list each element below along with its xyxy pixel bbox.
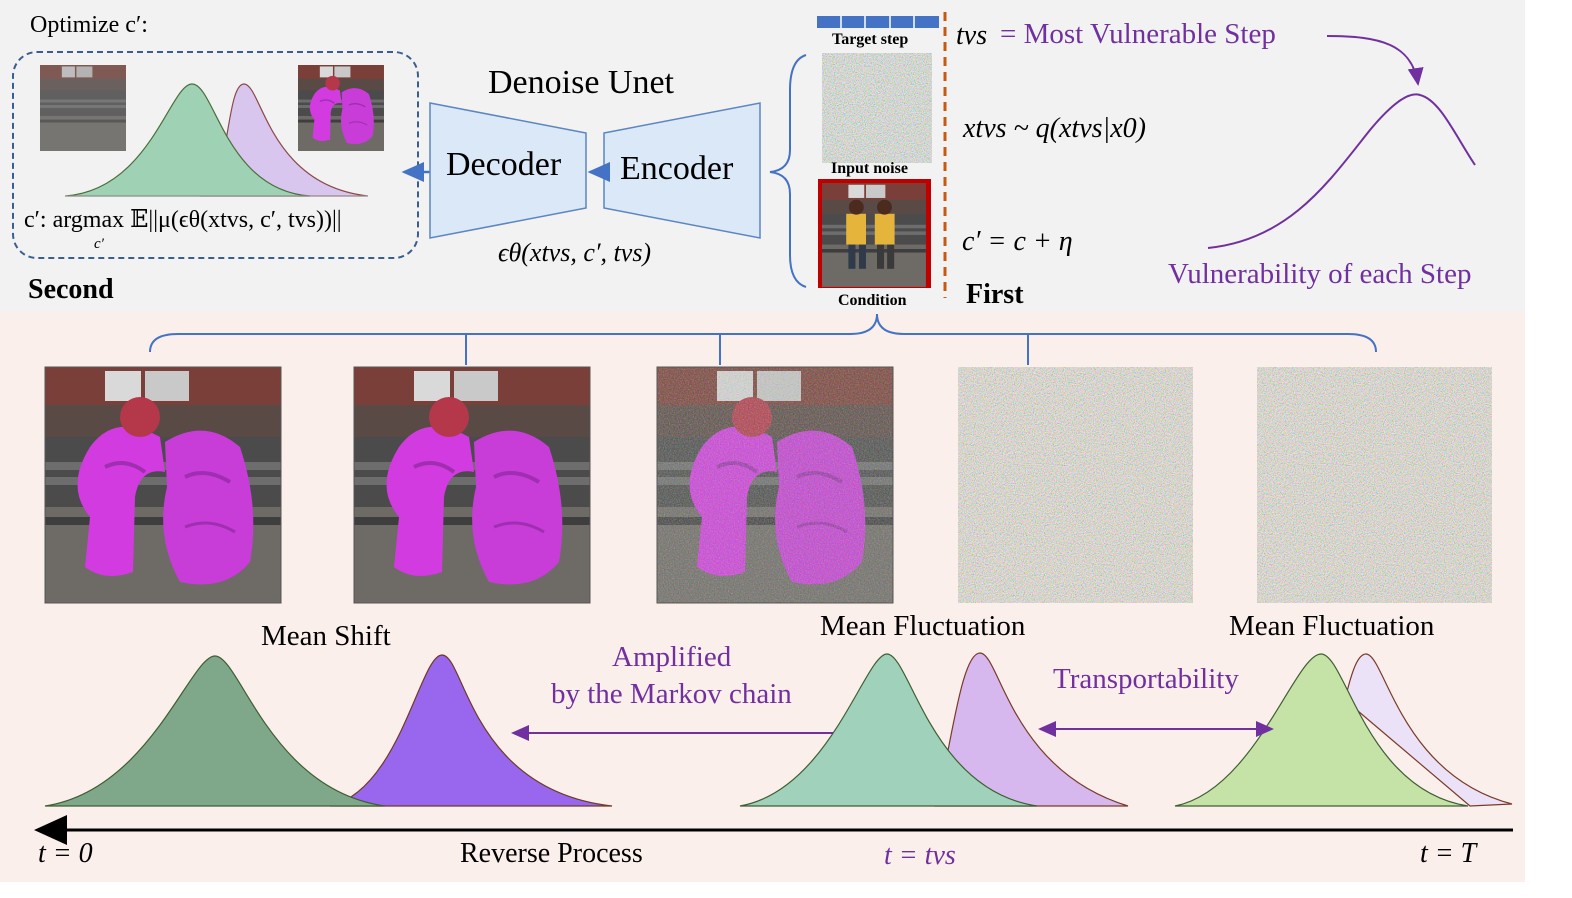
- epsilon-formula: ϵθ(xtvs, c′, tvs): [498, 238, 652, 267]
- original-distribution-curve: [64, 83, 311, 197]
- decoder-shape: [429, 102, 587, 239]
- fluctuation-1-original-curve: [739, 653, 1038, 807]
- condition-image: [818, 179, 931, 288]
- amplified-line-1: Amplified: [612, 641, 732, 673]
- vulnerability-curve: [1207, 93, 1476, 249]
- step-image-4-noise: [958, 367, 1193, 603]
- tvs-symbol: tvs: [956, 20, 988, 51]
- second-label: Second: [28, 274, 114, 305]
- fluctuation-1-shifted-curve: [934, 652, 1129, 807]
- target-step-bar: [817, 16, 939, 28]
- optimize-label: Optimize c′:: [30, 12, 148, 38]
- input-noise-image: [822, 53, 932, 163]
- argmax-subscript: c′: [94, 236, 104, 252]
- unet-title: Denoise Unet: [488, 64, 675, 101]
- input-brace: [769, 54, 807, 288]
- t-vs-axis-label: t = tvs: [884, 840, 956, 871]
- decoder-label: Decoder: [446, 146, 562, 183]
- fluctuation-2-original-curve: [1174, 653, 1469, 807]
- thumbnail-pink-scene: [298, 65, 384, 151]
- step-image-5-noise: [1257, 367, 1492, 603]
- mean-fluctuation-label-2: Mean Fluctuation: [1229, 610, 1435, 642]
- argmax-formula: c′: argmax 𝔼||μ(ϵθ(xtvs, c′, tvs))||: [24, 207, 342, 233]
- mean-shift-label: Mean Shift: [261, 620, 391, 652]
- sample-formula: xtvs ~ q(xtvs|x0): [963, 113, 1146, 144]
- steps-brace: [149, 313, 1377, 353]
- mean-shift-original-curve: [44, 655, 386, 807]
- first-label: First: [966, 279, 1024, 310]
- optimize-box: [12, 51, 419, 259]
- arrow-to-peak: [1326, 35, 1424, 86]
- encoder-shape: [603, 102, 761, 239]
- t-capital-label: t = T: [1420, 838, 1477, 869]
- mean-shift-shifted-curve: [329, 654, 613, 807]
- vulnerability-label: Vulnerability of each Step: [1168, 258, 1472, 290]
- step-image-1: [44, 366, 282, 604]
- input-noise-label: Input noise: [831, 160, 908, 177]
- target-step-label: Target step: [832, 31, 909, 48]
- amplified-line-2: by the Markov chain: [551, 678, 792, 710]
- mean-fluctuation-label-1: Mean Fluctuation: [820, 610, 1026, 642]
- thumbnail-blurred-scene: [40, 65, 126, 151]
- transportability-label: Transportability: [1053, 663, 1239, 695]
- tvs-definition: = Most Vulnerable Step: [1000, 18, 1276, 50]
- encoder-label: Encoder: [620, 150, 734, 187]
- condition-label: Condition: [838, 292, 907, 309]
- step-image-3: [656, 366, 894, 604]
- reverse-process-label: Reverse Process: [460, 838, 643, 869]
- t-zero-label: t = 0: [38, 838, 93, 869]
- step-image-2: [353, 366, 591, 604]
- condition-formula: c′ = c + η: [962, 226, 1073, 257]
- fluctuation-2-shifted-curve: [1344, 653, 1513, 807]
